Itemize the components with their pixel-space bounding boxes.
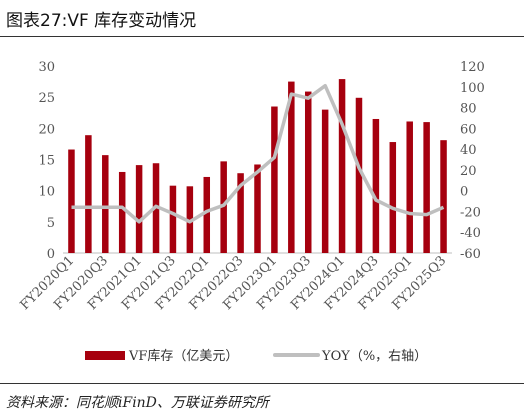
title-divider [0,36,524,37]
inventory-bar [220,161,227,253]
inventory-bar [102,155,109,253]
footer-divider [0,383,524,384]
inventory-bar [389,142,397,253]
left-tick-label: 10 [38,185,55,200]
legend-bar-label: VF库存（亿美元） [128,348,238,364]
inventory-bar [135,165,143,253]
inventory-bar [372,118,380,253]
inventory-bar [169,185,177,253]
inventory-bar [186,186,194,253]
legend-bar-swatch [85,351,125,360]
source-note: 资料来源：同花顺iFinD、万联证券研究所 [6,395,269,411]
right-tick-label: 40 [460,143,477,158]
inventory-bar [237,173,244,253]
left-tick-label: 0 [47,247,55,262]
left-axis-ticks: 0 5 10 15 20 25 30 [38,60,55,262]
inventory-bar [338,79,346,253]
inventory-bar [118,171,126,253]
inventory-bar [355,97,363,253]
left-tick-label: 30 [38,60,55,75]
inventory-bar [85,135,92,253]
left-tick-label: 25 [38,91,55,106]
chart-title: 图表27:VF 库存变动情况 [6,11,197,31]
inventory-bar [254,164,261,253]
right-tick-label: 100 [460,81,485,96]
inventory-bar [271,106,278,254]
right-tick-label: 60 [460,122,477,137]
right-tick-label: 20 [460,164,477,179]
left-tick-label: 20 [38,122,55,137]
inventory-bar [321,109,329,253]
inventory-bar [423,122,430,253]
legend-line-label: YOY（%，右轴） [321,349,427,364]
yoy-line [71,83,445,224]
right-tick-label: -20 [460,205,481,220]
left-tick-label: 5 [47,216,55,231]
right-tick-label: -40 [460,226,481,241]
right-tick-label: 0 [460,185,468,200]
legend: VF库存（亿美元） YOY（%，右轴） [85,348,427,364]
right-axis-ticks: -60 -40 -20 0 20 40 60 80 100 120 [460,60,485,262]
x-axis-labels: FY2020Q1FY2020Q3FY2021Q1FY2021Q3FY2022Q1… [17,253,449,313]
right-tick-label: 80 [460,102,477,117]
inventory-bar [304,91,312,253]
bar-series [68,79,447,254]
right-tick-label: -60 [460,247,481,262]
inventory-bar [68,149,75,253]
inventory-chart: 0 5 10 15 20 25 30 -60 -40 -20 0 20 40 60 80 100 120 FY… [17,60,485,364]
right-tick-label: 120 [460,60,485,75]
inventory-bar [203,176,211,253]
left-tick-label: 15 [38,154,55,169]
inventory-bar [440,140,447,253]
inventory-bar [288,81,295,253]
inventory-bar [406,121,413,253]
